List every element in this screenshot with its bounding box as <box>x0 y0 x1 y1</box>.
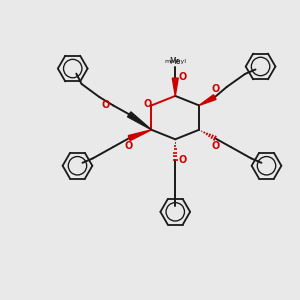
Text: O: O <box>179 154 187 164</box>
Polygon shape <box>199 95 216 105</box>
Text: O: O <box>211 141 220 151</box>
Polygon shape <box>128 130 152 141</box>
Text: O: O <box>178 73 187 82</box>
Text: O: O <box>211 84 220 94</box>
Polygon shape <box>128 112 152 130</box>
Text: Me: Me <box>169 57 181 66</box>
Text: O: O <box>124 141 133 151</box>
Text: methyl: methyl <box>165 59 187 64</box>
Text: O: O <box>144 99 152 109</box>
Polygon shape <box>172 78 178 96</box>
Text: O: O <box>101 100 110 110</box>
